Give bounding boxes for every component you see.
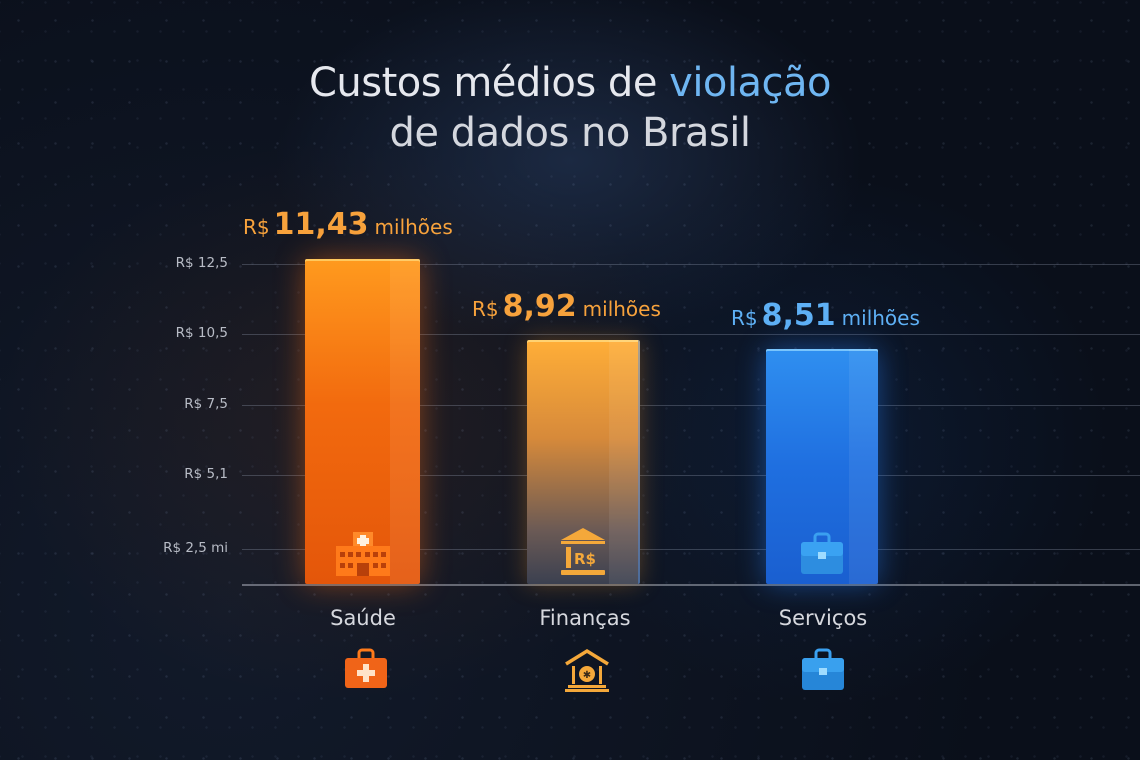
svg-text:✱: ✱ <box>583 670 591 681</box>
title-part1: Custos médios de <box>308 60 670 106</box>
bank-icon: R$ <box>560 528 605 575</box>
gridline-12-5 <box>242 264 1140 265</box>
title-line2: de dados no Brasil <box>389 110 751 156</box>
category-label-financas: Finanças <box>539 606 631 630</box>
medical-kit-icon <box>345 648 387 688</box>
gridline-7-5 <box>242 405 1140 406</box>
x-axis-baseline <box>242 584 1140 586</box>
chart-title: Custos médios de violação de dados no Br… <box>0 58 1140 158</box>
y-tick-label: R$ 12,5 <box>175 255 228 271</box>
hospital-icon <box>335 532 390 576</box>
y-tick-label: R$ 10,5 <box>175 325 228 341</box>
value-label-financas: R$ 8,92 milhões <box>472 289 661 324</box>
gridline-2-5 <box>242 549 1140 550</box>
y-tick-label: R$ 7,5 <box>184 396 228 412</box>
svg-text:R$: R$ <box>574 550 596 568</box>
y-tick-label: R$ 2,5 mi <box>163 540 228 556</box>
value-label-servicos: R$ 8,51 milhões <box>731 298 920 333</box>
value-label-saude: R$ 11,43 milhões <box>243 207 453 242</box>
y-tick-label: R$ 5,1 <box>184 466 228 482</box>
gridline-5-1 <box>242 475 1140 476</box>
category-label-saude: Saúde <box>330 606 396 630</box>
briefcase-icon <box>802 648 844 690</box>
gridline-10-5 <box>242 334 1140 335</box>
bar-servicos[interactable] <box>766 349 878 584</box>
briefcase-icon <box>801 532 843 574</box>
bar-saude[interactable] <box>305 259 420 584</box>
bank-vault-icon: ✱ <box>565 648 609 692</box>
category-label-servicos: Serviços <box>778 606 868 630</box>
bar-financas[interactable]: R$ <box>527 340 640 584</box>
title-highlight: violação <box>669 60 831 106</box>
